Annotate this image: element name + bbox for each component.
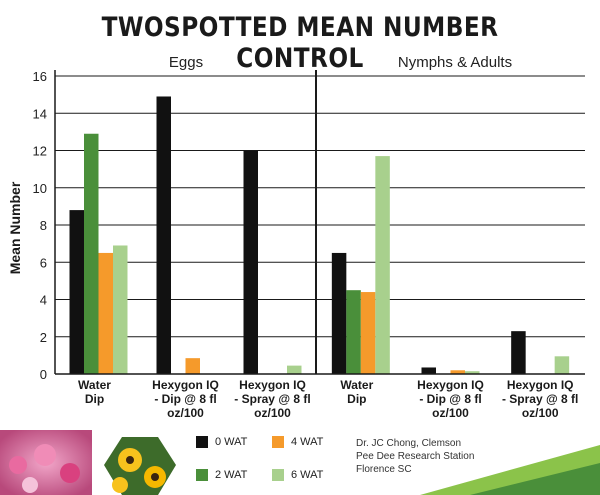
y-tick-label-16: 16 <box>33 69 47 84</box>
bar-0-wat-cat1 <box>156 96 171 375</box>
x-category-label-2-line-0: Hexygon IQ <box>239 378 306 392</box>
panel-label-nymphs-adults: Nymphs & Adults <box>398 54 512 71</box>
credit-line-3: Florence SC <box>356 464 412 475</box>
credit-text: Dr. JC Chong, Clemson Pee Dee Research S… <box>356 437 474 476</box>
x-category-label-0-line-1: Dip <box>85 392 104 406</box>
legend-item-6wat: 6 WAT <box>272 469 323 481</box>
chart-title: TWOSPOTTED MEAN NUMBER CONTROL <box>101 12 499 74</box>
legend-swatch-2wat <box>196 469 208 481</box>
bar-4-wat-cat0 <box>98 252 113 374</box>
bars <box>69 96 570 375</box>
bar-6-wat-cat2 <box>287 365 302 374</box>
y-axis-title: Mean Number <box>7 181 23 274</box>
x-category-label-3-line-1: Dip <box>347 392 366 406</box>
axes <box>54 70 585 375</box>
bar-4-wat-cat4 <box>450 370 465 374</box>
flower-decoration <box>0 430 600 495</box>
x-category-label-4-line-0: Hexygon IQ <box>417 378 484 392</box>
x-category-label-5-line-2: oz/100 <box>522 406 559 420</box>
y-tick-label-14: 14 <box>33 106 47 121</box>
bar-6-wat-cat3 <box>375 156 390 374</box>
bar-0-wat-cat0 <box>69 210 84 374</box>
legend: 0 WAT 4 WAT 2 WAT 6 WAT <box>196 436 346 490</box>
bar-4-wat-cat1 <box>185 358 200 374</box>
y-tick-label-8: 8 <box>40 218 47 233</box>
legend-item-0wat: 0 WAT <box>196 436 247 448</box>
y-tick-label-4: 4 <box>40 293 47 308</box>
y-tick-label-12: 12 <box>33 144 47 159</box>
legend-swatch-6wat <box>272 469 284 481</box>
y-tick-label-6: 6 <box>40 255 47 270</box>
bar-6-wat-cat5 <box>554 356 570 374</box>
legend-item-2wat: 2 WAT <box>196 469 247 481</box>
x-category-label-1-line-2: oz/100 <box>167 406 204 420</box>
bar-0-wat-cat5 <box>511 331 526 374</box>
legend-label-4wat: 4 WAT <box>291 436 324 448</box>
bar-6-wat-cat4 <box>465 371 480 374</box>
legend-item-4wat: 4 WAT <box>272 436 323 448</box>
bar-6-wat-cat0 <box>113 245 128 374</box>
x-category-label-4-line-2: oz/100 <box>432 406 469 420</box>
x-category-label-5-line-0: Hexygon IQ <box>507 378 574 392</box>
x-category-label-2-line-2: oz/100 <box>254 406 291 420</box>
bar-0-wat-cat4 <box>421 367 436 374</box>
x-category-label-3-line-0: Water <box>340 378 373 392</box>
y-tick-label-0: 0 <box>40 367 47 382</box>
y-tick-label-2: 2 <box>40 330 47 345</box>
legend-swatch-4wat <box>272 436 284 448</box>
bar-2-wat-cat0 <box>84 133 99 374</box>
bar-0-wat-cat3 <box>331 252 347 374</box>
bar-2-wat-cat3 <box>346 290 361 374</box>
credit-line-1: Dr. JC Chong, Clemson <box>356 438 462 449</box>
x-category-label-2-line-1: - Spray @ 8 fl <box>234 392 310 406</box>
y-tick-label-10: 10 <box>33 181 47 196</box>
x-category-label-4-line-1: - Dip @ 8 fl <box>419 392 481 406</box>
credit-line-2: Pee Dee Research Station <box>356 451 475 462</box>
legend-swatch-0wat <box>196 436 208 448</box>
legend-label-6wat: 6 WAT <box>291 469 324 481</box>
legend-label-0wat: 0 WAT <box>215 436 248 448</box>
bar-4-wat-cat3 <box>360 292 376 374</box>
x-category-label-1-line-0: Hexygon IQ <box>152 378 219 392</box>
grid-lines <box>55 75 585 338</box>
x-category-label-0-line-0: Water <box>78 378 111 392</box>
panel-label-eggs: Eggs <box>169 54 203 71</box>
legend-label-2wat: 2 WAT <box>215 469 248 481</box>
bar-0-wat-cat2 <box>243 150 258 374</box>
x-category-label-5-line-1: - Spray @ 8 fl <box>502 392 578 406</box>
x-category-label-1-line-1: - Dip @ 8 fl <box>154 392 216 406</box>
